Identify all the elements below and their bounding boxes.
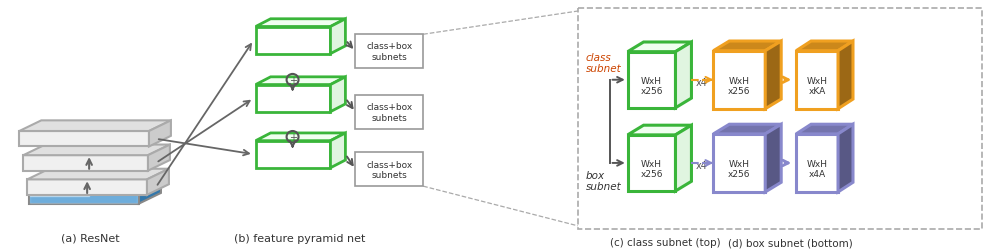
Polygon shape bbox=[331, 78, 346, 112]
Polygon shape bbox=[255, 20, 346, 28]
Polygon shape bbox=[628, 135, 675, 191]
Polygon shape bbox=[255, 141, 331, 168]
Polygon shape bbox=[714, 52, 765, 109]
Text: WxH
xKA: WxH xKA bbox=[807, 76, 828, 96]
Polygon shape bbox=[714, 125, 781, 134]
Polygon shape bbox=[24, 156, 148, 171]
Polygon shape bbox=[255, 134, 346, 141]
Text: class+box
subnets: class+box subnets bbox=[366, 160, 413, 179]
Polygon shape bbox=[20, 132, 149, 147]
Text: WxH
x256: WxH x256 bbox=[641, 76, 663, 96]
Polygon shape bbox=[148, 121, 171, 147]
Polygon shape bbox=[628, 43, 691, 52]
Polygon shape bbox=[255, 28, 331, 54]
Polygon shape bbox=[675, 126, 691, 191]
Bar bbox=[355, 96, 423, 130]
Text: class
subnet: class subnet bbox=[586, 52, 622, 74]
Text: WxH
x256: WxH x256 bbox=[728, 76, 750, 96]
Polygon shape bbox=[796, 52, 838, 109]
Polygon shape bbox=[838, 125, 853, 192]
Text: (b) feature pyramid net: (b) feature pyramid net bbox=[234, 233, 365, 242]
Polygon shape bbox=[838, 42, 853, 109]
Text: WxH
x256: WxH x256 bbox=[728, 160, 750, 179]
Polygon shape bbox=[796, 134, 838, 192]
Polygon shape bbox=[30, 180, 139, 204]
Bar bbox=[355, 35, 423, 69]
Bar bbox=[355, 153, 423, 186]
Polygon shape bbox=[28, 180, 147, 195]
Polygon shape bbox=[765, 125, 781, 192]
Polygon shape bbox=[675, 43, 691, 108]
Polygon shape bbox=[28, 169, 169, 180]
Polygon shape bbox=[255, 78, 346, 85]
Polygon shape bbox=[30, 170, 161, 180]
Polygon shape bbox=[331, 134, 346, 168]
Polygon shape bbox=[714, 134, 765, 192]
Polygon shape bbox=[147, 169, 169, 195]
Polygon shape bbox=[331, 20, 346, 54]
Polygon shape bbox=[628, 126, 691, 135]
Polygon shape bbox=[796, 42, 853, 51]
Text: (c) class subnet (top): (c) class subnet (top) bbox=[610, 238, 721, 248]
Text: (a) ResNet: (a) ResNet bbox=[60, 233, 120, 242]
Text: box
subnet: box subnet bbox=[586, 170, 622, 192]
Polygon shape bbox=[765, 42, 781, 109]
Text: x4: x4 bbox=[695, 77, 707, 87]
Text: +: + bbox=[288, 76, 297, 86]
Polygon shape bbox=[24, 145, 170, 156]
Polygon shape bbox=[255, 85, 331, 112]
Polygon shape bbox=[148, 145, 170, 171]
Text: WxH
x256: WxH x256 bbox=[641, 160, 663, 179]
Polygon shape bbox=[628, 52, 675, 108]
Text: WxH
x4A: WxH x4A bbox=[807, 160, 828, 179]
Polygon shape bbox=[714, 42, 781, 51]
Text: x4: x4 bbox=[695, 160, 707, 170]
Text: class+box
subnets: class+box subnets bbox=[366, 103, 413, 122]
Polygon shape bbox=[796, 125, 853, 134]
Polygon shape bbox=[20, 121, 171, 132]
Text: +: + bbox=[288, 132, 297, 142]
Text: (d) box subnet (bottom): (d) box subnet (bottom) bbox=[729, 238, 853, 248]
Text: class+box
subnets: class+box subnets bbox=[366, 42, 413, 62]
Polygon shape bbox=[139, 170, 161, 204]
